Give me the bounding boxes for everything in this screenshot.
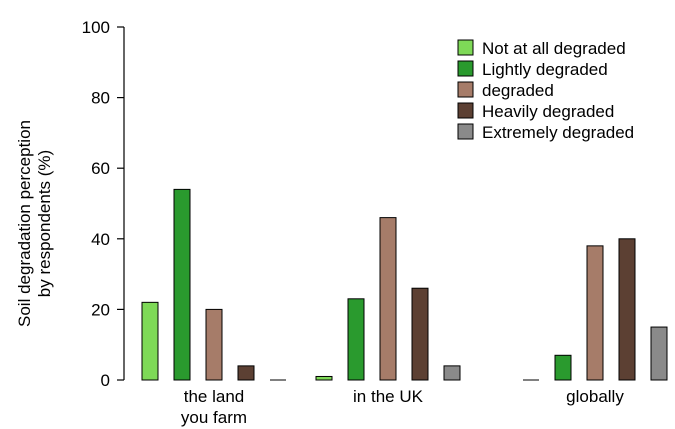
legend-label: Lightly degraded [482,60,608,79]
y-tick-label: 100 [82,18,110,37]
legend-label: degraded [482,81,554,100]
category-label: the land [184,387,245,406]
bar [586,245,604,381]
bar [411,287,429,381]
y-tick-label: 80 [91,89,110,108]
y-axis-title: Soil degradation perception [15,120,34,327]
legend-label: Extremely degraded [482,123,634,142]
bar [237,365,255,381]
legend-swatch [457,102,474,119]
y-tick-label: 60 [91,159,110,178]
y-tick-label: 20 [91,300,110,319]
bar [173,188,191,381]
bar [650,326,668,381]
category-label: you farm [181,408,247,427]
category-label: globally [566,387,624,406]
bar [347,298,365,381]
y-tick-label: 0 [101,371,110,390]
bar [315,375,333,381]
bar [443,365,461,381]
bar [379,217,397,381]
bar [554,354,572,381]
category-label: in the UK [353,387,424,406]
legend-label: Heavily degraded [482,102,614,121]
legend-label: Not at all degraded [482,39,626,58]
legend-swatch [457,39,474,56]
bar [618,238,636,381]
bar [141,301,159,381]
legend-swatch [457,60,474,77]
y-tick-label: 40 [91,230,110,249]
y-axis-title: by respondents (%) [35,150,54,297]
bar [205,308,223,381]
legend-swatch [457,81,474,98]
legend-swatch [457,123,474,140]
